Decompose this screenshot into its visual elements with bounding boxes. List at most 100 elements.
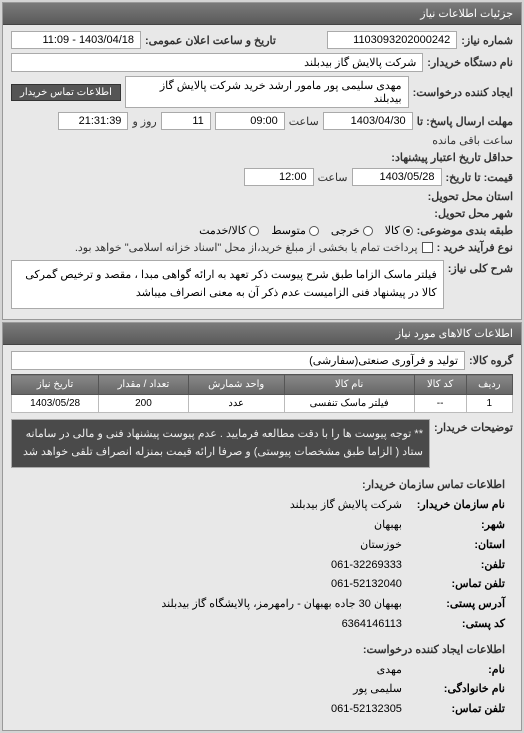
- table-cell: فیلتر ماسک تنفسی: [284, 395, 414, 413]
- radio-item[interactable]: کالا: [385, 224, 413, 237]
- goods-body: گروه کالا: تولید و فرآوری صنعتی(سفارشی) …: [3, 345, 521, 730]
- table-header-cell: تاریخ نیاز: [12, 375, 99, 395]
- requester-label: ایجاد کننده درخواست:: [413, 86, 513, 99]
- buyer-value: شرکت پالایش گاز بیدبلند: [11, 53, 423, 72]
- main-header: جزئیات اطلاعات نیاز: [3, 3, 521, 25]
- radio-label: کالا: [385, 224, 400, 237]
- ref-label: شماره نیاز:: [461, 34, 513, 47]
- table-cell: 1403/05/28: [12, 395, 99, 413]
- radio-dot: [309, 226, 319, 236]
- contact-value: 6364146113: [342, 618, 405, 630]
- deadline-remain: 21:31:39: [58, 112, 128, 130]
- buyernote-label: توضیحات خریدار:: [434, 417, 513, 434]
- contact-header: اطلاعات تماس سازمان خریدار:: [19, 476, 505, 496]
- table-cell: --: [414, 395, 466, 413]
- contact-label: کد پستی:: [405, 615, 505, 635]
- maindesc-text: فیلتر ماسک الزاما طبق شرح پیوست ذکر تعهد…: [11, 260, 444, 309]
- contact-value: شرکت پالایش گاز بیدبلند: [290, 499, 405, 511]
- creator-label: نام خانوادگی:: [405, 680, 505, 700]
- buyer-row: نام دستگاه خریدار: شرکت پالایش گاز بیدبل…: [11, 53, 513, 72]
- ref-row: شماره نیاز: 1103093202000242 تاریخ و ساع…: [11, 31, 513, 49]
- deadline-days: 11: [161, 112, 211, 130]
- contact-line: تلفن: 061-32269333: [19, 556, 505, 576]
- maindesc-label: شرح کلی نیاز:: [448, 258, 513, 275]
- contact-section: اطلاعات تماس سازمان خریدار: نام سازمان خ…: [11, 472, 513, 724]
- table-row: 1--فیلتر ماسک تنفسیعدد2001403/05/28: [12, 395, 513, 413]
- goods-table: ردیفکد کالانام کالاواحد شمارشتعداد / مقد…: [11, 374, 513, 413]
- contact-line: استان: خوزستان: [19, 536, 505, 556]
- requester-row: ایجاد کننده درخواست: مهدی سلیمی پور مامو…: [11, 76, 513, 108]
- contact-value: بهبهان: [374, 519, 405, 531]
- creator-header: اطلاعات ایجاد کننده درخواست:: [19, 641, 505, 661]
- creator-value: مهدی: [377, 664, 405, 676]
- contact-value: خوزستان: [360, 539, 405, 551]
- goods-group-row: گروه کالا: تولید و فرآوری صنعتی(سفارشی): [11, 351, 513, 370]
- table-header-cell: ردیف: [466, 375, 512, 395]
- contact-label: نام سازمان خریدار:: [405, 496, 505, 516]
- province-label: استان محل تحویل:: [428, 190, 513, 203]
- contact-label: آدرس پستی:: [405, 595, 505, 615]
- contact-value: 061-32269333: [331, 559, 405, 571]
- table-cell: 200: [99, 395, 189, 413]
- contact-label: استان:: [405, 536, 505, 556]
- province-row: استان محل تحویل:: [11, 190, 513, 203]
- delivery-time: 12:00: [244, 168, 314, 186]
- contact-line: تلفن تماس: 061-52132040: [19, 575, 505, 595]
- radio-label: خرجی: [331, 224, 360, 237]
- radio-dot: [363, 226, 373, 236]
- goods-group-value: تولید و فرآوری صنعتی(سفارشی): [11, 351, 465, 370]
- payment-check-label: پرداخت تمام یا بخشی از مبلغ خرید،از محل …: [75, 241, 418, 254]
- deadline-label: مهلت ارسال پاسخ: تا: [417, 115, 513, 128]
- radio-label: متوسط: [271, 224, 306, 237]
- packaging-label: طبقه بندی موضوعی:: [417, 224, 513, 237]
- city-row: شهر محل تحویل:: [11, 207, 513, 220]
- ref-date-value: 1403/04/18 - 11:09: [11, 31, 141, 49]
- buyer-label: نام دستگاه خریدار:: [427, 56, 513, 69]
- payment-checkbox[interactable]: [422, 242, 433, 253]
- contact-line: آدرس پستی: بهبهان 30 جاده بهبهان - رامهر…: [19, 595, 505, 615]
- buyernote-text: ** توجه پیوست ها را با دقت مطالعه فرمایی…: [11, 419, 430, 468]
- table-cell: عدد: [188, 395, 284, 413]
- delivery-row: حداقل تاریخ اعتبار پیشنهاد:: [11, 151, 513, 164]
- table-header-cell: نام کالا: [284, 375, 414, 395]
- payment-row: نوع فرآیند خرید : پرداخت تمام یا بخشی از…: [11, 241, 513, 254]
- creator-label: تلفن تماس:: [405, 700, 505, 720]
- table-header-row: ردیفکد کالانام کالاواحد شمارشتعداد / مقد…: [12, 375, 513, 395]
- delivery-time-label: ساعت: [318, 171, 348, 184]
- city-label: شهر محل تحویل:: [434, 207, 513, 220]
- contact-line: کد پستی: 6364146113: [19, 615, 505, 635]
- goods-header: اطلاعات کالاهای مورد نیاز: [3, 323, 521, 345]
- main-body: شماره نیاز: 1103093202000242 تاریخ و ساع…: [3, 25, 521, 319]
- contact-value: 061-52132040: [331, 578, 405, 590]
- ref-date-label: تاریخ و ساعت اعلان عمومی:: [145, 34, 276, 47]
- radio-dot: [403, 226, 413, 236]
- delivery-from-label: قیمت: تا تاریخ:: [446, 171, 513, 184]
- contact-value: بهبهان 30 جاده بهبهان - رامهرمز، پالایشگ…: [161, 598, 405, 610]
- creator-label: نام:: [405, 661, 505, 681]
- radio-label: کالا/خدمت: [199, 224, 246, 237]
- deadline-days-label: روز و: [132, 115, 156, 128]
- creator-value: سلیمی پور: [353, 683, 405, 695]
- radio-item[interactable]: خرجی: [331, 224, 373, 237]
- table-header-cell: کد کالا: [414, 375, 466, 395]
- packaging-row: طبقه بندی موضوعی: کالا خرجی متوسط کالا/خدمت: [11, 224, 513, 237]
- deadline-time: 09:00: [215, 112, 285, 130]
- ref-value: 1103093202000242: [327, 31, 457, 49]
- packaging-options: کالا خرجی متوسط کالا/خدمت: [199, 224, 412, 237]
- table-body: 1--فیلتر ماسک تنفسیعدد2001403/05/28: [12, 395, 513, 413]
- table-header-cell: واحد شمارش: [188, 375, 284, 395]
- contact-label: تلفن:: [405, 556, 505, 576]
- goods-panel: اطلاعات کالاهای مورد نیاز گروه کالا: تول…: [2, 322, 522, 731]
- contact-label: تلفن تماس:: [405, 575, 505, 595]
- payment-label: نوع فرآیند خرید :: [437, 241, 513, 254]
- delivery-label1: حداقل تاریخ اعتبار پیشنهاد:: [391, 151, 513, 164]
- contact-button[interactable]: اطلاعات تماس خریدار: [11, 84, 121, 101]
- maindesc-row: شرح کلی نیاز: فیلتر ماسک الزاما طبق شرح …: [11, 258, 513, 309]
- radio-item[interactable]: کالا/خدمت: [199, 224, 259, 237]
- contact-line: شهر: بهبهان: [19, 516, 505, 536]
- radio-item[interactable]: متوسط: [271, 224, 319, 237]
- contact-line: نام سازمان خریدار: شرکت پالایش گاز بیدبل…: [19, 496, 505, 516]
- contact-label: شهر:: [405, 516, 505, 536]
- goods-group-label: گروه کالا:: [469, 354, 513, 367]
- buyernote-row: توضیحات خریدار: ** توجه پیوست ها را با د…: [11, 417, 513, 468]
